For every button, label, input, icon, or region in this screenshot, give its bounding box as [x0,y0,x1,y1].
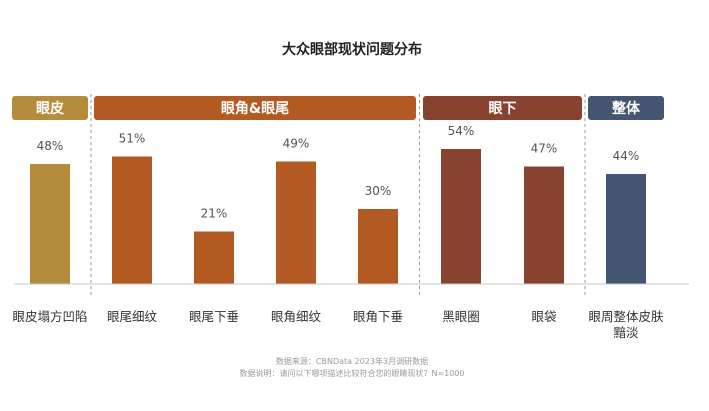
bar-3 [194,231,234,284]
group-header-4 [588,96,664,120]
source-line-2: 数据说明：请问以下哪项描述比较符合您的眼睛现状？N=1000 [239,368,464,378]
value-label-4: 49% [283,137,310,151]
category-label-5: 眼角下垂 [353,309,403,324]
category-label-7: 眼袋 [531,309,557,324]
group-header-1 [12,96,88,120]
value-label-6: 54% [448,124,475,138]
group-header-3 [423,96,582,120]
value-label-2: 51% [119,132,146,146]
source-notes: 数据来源：CBNData 2023年3月调研数据数据说明：请问以下哪项描述比较符… [239,356,464,378]
category-label-1: 眼皮塌方凹陷 [12,309,87,324]
value-label-5: 30% [365,184,392,198]
bar-8 [606,174,646,284]
bar-5 [358,209,398,284]
bar-7 [524,166,564,284]
bar-2 [112,156,152,284]
category-labels: 眼皮塌方凹陷 眼尾细纹 眼尾下垂 眼角细纹 眼角下垂 黑眼圈 眼袋 眼周整体皮肤黯淡 [12,309,664,340]
category-label-2: 眼尾细纹 [107,309,158,324]
chart-title: 大众眼部现状问题分布 [282,41,422,58]
group-label-4: 整体 [611,100,641,117]
bar-6 [441,149,481,284]
category-label-3: 眼尾下垂 [189,309,239,324]
bar-1 [30,164,70,284]
group-header-2 [94,96,416,120]
value-label-3: 21% [201,207,228,221]
category-label-6: 黑眼圈 [442,309,480,324]
value-label-7: 47% [531,142,558,156]
category-label-4: 眼角细纹 [271,309,322,324]
value-label-8: 44% [613,149,640,163]
group-label-1: 眼皮 [36,100,64,117]
bar-4 [276,161,316,284]
category-label-8: 眼周整体皮肤黯淡 [588,309,664,340]
group-dividers [90,94,586,296]
group-headers: 眼皮 眼角&眼尾 眼下 整体 [12,96,664,120]
source-line-1: 数据来源：CBNData 2023年3月调研数据 [276,356,428,366]
value-labels: 48% 51% 21% 49% 30% 54% 47% 44% [37,124,640,221]
bars [30,149,646,284]
group-label-2: 眼角&眼尾 [221,100,289,117]
group-label-3: 眼下 [489,101,517,117]
value-label-1: 48% [37,139,64,153]
